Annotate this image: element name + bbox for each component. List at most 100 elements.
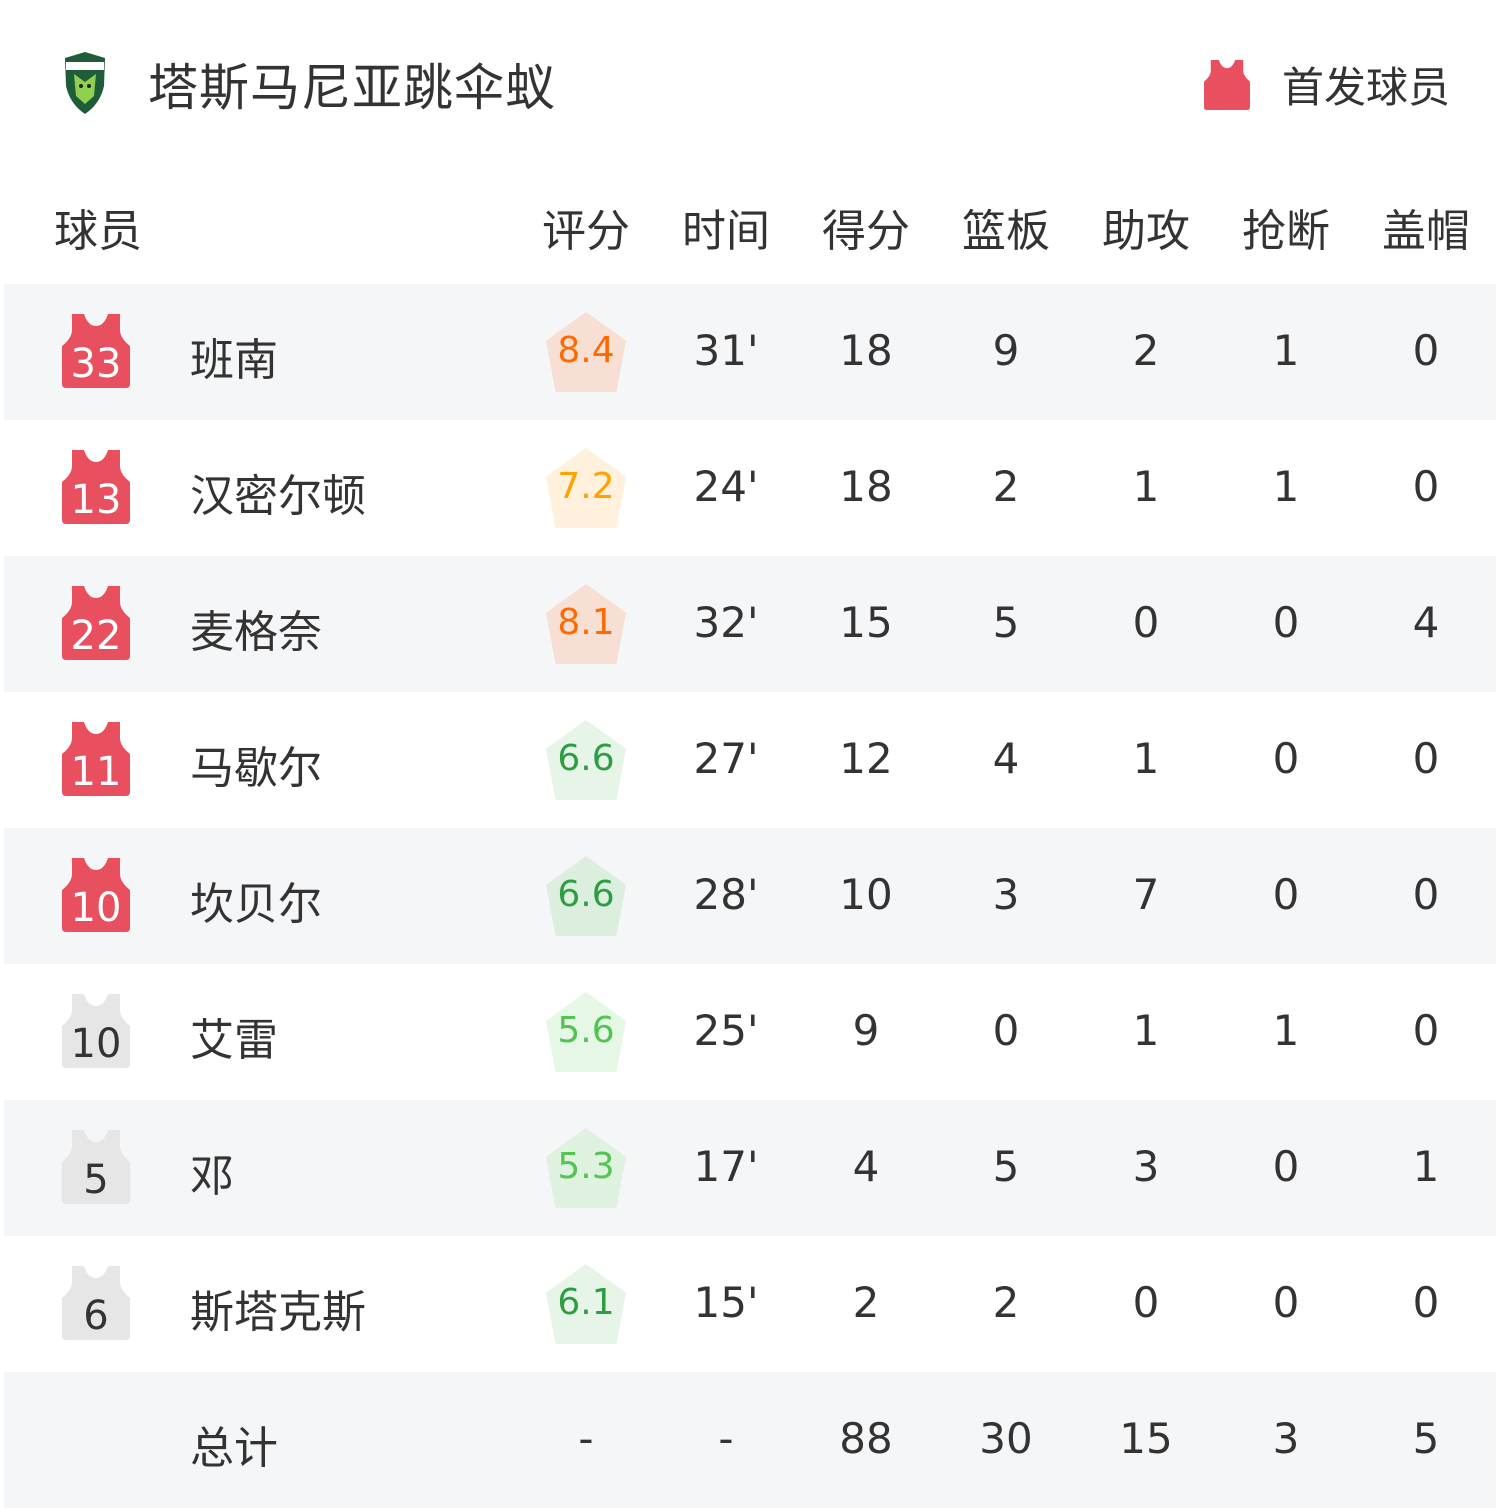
jersey-icon: 13	[62, 450, 130, 524]
column-headers: 球员 评分 时间 得分 篮板 助攻 抢断 盖帽	[0, 195, 1500, 257]
rating-badge: 6.6	[546, 856, 626, 936]
stat-assists: 1	[1132, 1006, 1160, 1055]
stat-points: 18	[839, 326, 893, 375]
player-name[interactable]: 班南	[190, 335, 278, 386]
stat-time: 25'	[693, 1006, 759, 1055]
team-logo	[65, 52, 105, 114]
stat-steals: 0	[1272, 870, 1300, 919]
player-row[interactable]: 13 汉密尔顿 7.2 24' 18 2 1 1 0	[4, 420, 1496, 556]
col-rebounds[interactable]: 篮板	[962, 206, 1050, 257]
team-name: 塔斯马尼亚跳伞蚁	[148, 59, 556, 117]
jersey-number: 13	[70, 477, 122, 523]
stat-rebounds: 9	[992, 326, 1020, 375]
stat-rebounds: 3	[992, 870, 1020, 919]
rating-value: 8.4	[557, 330, 615, 371]
stat-time: 27'	[693, 734, 759, 783]
player-row[interactable]: 22 麦格奈 8.1 32' 15 5 0 0 4	[4, 556, 1496, 692]
rating-value: 6.6	[557, 738, 615, 779]
totals-row: 总计 - - 88 30 15 3 5	[4, 1372, 1496, 1508]
rating-value: 6.6	[557, 874, 615, 915]
rating-badge: 7.2	[546, 448, 626, 528]
totals-time: -	[718, 1414, 734, 1463]
player-row[interactable]: 10 坎贝尔 6.6 28' 10 3 7 0 0	[4, 828, 1496, 964]
player-row[interactable]: 6 斯塔克斯 6.1 15' 2 2 0 0 0	[4, 1236, 1496, 1372]
player-row[interactable]: 5 邓 5.3 17' 4 5 3 0 1	[4, 1100, 1496, 1236]
rating-badge: 8.4	[546, 312, 626, 392]
jersey-icon: 10	[62, 994, 130, 1068]
jersey-number: 33	[70, 341, 122, 387]
stat-rebounds: 2	[992, 462, 1020, 511]
stat-steals: 0	[1272, 598, 1300, 647]
stat-points: 18	[839, 462, 893, 511]
jersey-icon: 10	[62, 858, 130, 932]
stat-assists: 3	[1132, 1142, 1160, 1191]
stat-steals: 1	[1272, 1006, 1300, 1055]
rating-value: 8.1	[557, 602, 615, 643]
stat-points: 9	[852, 1006, 880, 1055]
totals-rebounds: 30	[979, 1414, 1033, 1463]
stat-rebounds: 4	[992, 734, 1020, 783]
stat-assists: 1	[1132, 734, 1160, 783]
col-blocks[interactable]: 盖帽	[1382, 206, 1470, 257]
stat-time: 15'	[693, 1278, 759, 1327]
jersey-icon: 6	[62, 1266, 130, 1340]
stat-time: 24'	[693, 462, 759, 511]
player-name[interactable]: 艾雷	[190, 1015, 278, 1066]
rating-badge: 6.1	[546, 1264, 626, 1344]
stat-points: 10	[839, 870, 893, 919]
col-player: 球员	[54, 206, 142, 257]
player-row[interactable]: 10 艾雷 5.6 25' 9 0 1 1 0	[4, 964, 1496, 1100]
team-header: 塔斯马尼亚跳伞蚁 首发球员	[0, 0, 1500, 160]
stat-steals: 0	[1272, 1278, 1300, 1327]
player-row[interactable]: 33 班南 8.4 31' 18 9 2 1 0	[4, 284, 1496, 420]
col-assists[interactable]: 助攻	[1102, 206, 1190, 257]
player-name[interactable]: 坎贝尔	[190, 879, 322, 930]
rating-badge: 5.6	[546, 992, 626, 1072]
stat-rebounds: 5	[992, 598, 1020, 647]
stat-steals: 1	[1272, 462, 1300, 511]
jersey-number: 22	[70, 613, 122, 659]
player-name[interactable]: 斯塔克斯	[190, 1287, 366, 1338]
jersey-icon: 33	[62, 314, 130, 388]
stat-blocks: 0	[1412, 326, 1440, 375]
jersey-number: 10	[70, 1021, 122, 1067]
totals-points: 88	[839, 1414, 893, 1463]
stat-blocks: 0	[1412, 462, 1440, 511]
rating-badge: 6.6	[546, 720, 626, 800]
stat-points: 12	[839, 734, 893, 783]
player-name[interactable]: 麦格奈	[190, 607, 322, 658]
jersey-icon: 5	[62, 1130, 130, 1204]
jersey-number: 6	[83, 1293, 109, 1339]
totals-rating: -	[578, 1414, 594, 1463]
player-name[interactable]: 马歇尔	[190, 743, 322, 794]
stat-time: 17'	[693, 1142, 759, 1191]
jersey-number: 10	[70, 885, 122, 931]
stat-assists: 7	[1132, 870, 1160, 919]
stat-blocks: 1	[1412, 1142, 1440, 1191]
player-name[interactable]: 汉密尔顿	[190, 471, 366, 522]
stat-steals: 0	[1272, 734, 1300, 783]
stat-time: 32'	[693, 598, 759, 647]
player-name[interactable]: 邓	[190, 1151, 234, 1202]
stat-points: 15	[839, 598, 893, 647]
jersey-icon: 11	[62, 722, 130, 796]
rating-value: 7.2	[557, 466, 615, 507]
stat-assists: 0	[1132, 1278, 1160, 1327]
stat-time: 28'	[693, 870, 759, 919]
jersey-icon: 22	[62, 586, 130, 660]
col-points[interactable]: 得分	[822, 206, 910, 257]
player-row[interactable]: 11 马歇尔 6.6 27' 12 4 1 0 0	[4, 692, 1496, 828]
jersey-icon	[1204, 59, 1250, 110]
col-time[interactable]: 时间	[682, 206, 770, 257]
starter-legend-label: 首发球员	[1281, 63, 1450, 112]
col-rating[interactable]: 评分	[542, 206, 630, 257]
rating-value: 5.3	[557, 1146, 615, 1187]
stat-rebounds: 0	[992, 1006, 1020, 1055]
stat-rebounds: 2	[992, 1278, 1020, 1327]
stat-points: 2	[852, 1278, 880, 1327]
col-steals[interactable]: 抢断	[1242, 206, 1330, 257]
stat-blocks: 0	[1412, 1006, 1440, 1055]
stat-assists: 1	[1132, 462, 1160, 511]
totals-assists: 15	[1119, 1414, 1173, 1463]
rating-badge: 8.1	[546, 584, 626, 664]
